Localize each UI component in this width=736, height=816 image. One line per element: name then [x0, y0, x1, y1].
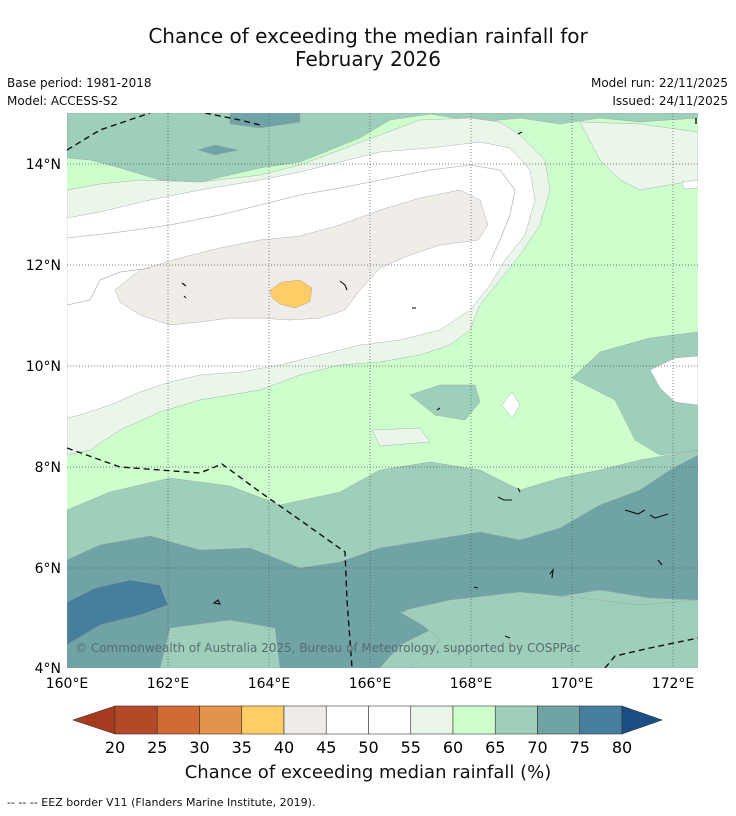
colorbar-tick-label: 50 — [358, 738, 378, 757]
region-70-75-north — [229, 113, 301, 129]
contour-lines — [67, 164, 516, 306]
region-40-45 — [114, 189, 489, 326]
colorbar-extend-high — [621, 705, 663, 735]
colorbar-segment — [283, 705, 327, 735]
colorbar-tick-label: 25 — [147, 738, 167, 757]
colorbar: 20 25 30 35 40 45 50 55 60 65 70 75 80 — [72, 705, 663, 757]
x-tick-160: 160°E — [46, 676, 89, 692]
region-45-55-east-pocket — [649, 355, 698, 406]
region-75-80 — [67, 579, 169, 646]
eez-border — [67, 113, 698, 668]
region-70-75 — [67, 454, 698, 668]
colorbar-tick-label: 80 — [612, 738, 632, 757]
model-name: Model: ACCESS-S2 — [7, 94, 119, 108]
y-tick-8: 8°N — [35, 460, 61, 476]
region-35-40 — [269, 279, 313, 309]
x-tick-164: 164°E — [248, 676, 291, 692]
model-run: Model run: 22/11/2025 — [590, 76, 728, 90]
colorbar-segment — [452, 705, 496, 735]
colorbar-segment — [156, 705, 200, 735]
region-55-60-east — [579, 121, 698, 191]
region-65-70-north — [67, 113, 698, 183]
colorbar-segment — [325, 705, 369, 735]
region-55-60-island — [371, 427, 431, 447]
region-65-70-mid — [409, 384, 481, 421]
colorbar-tick-label: 40 — [274, 738, 294, 757]
map-plot-area — [67, 113, 698, 668]
x-tick-168: 168°E — [450, 676, 493, 692]
colorbar-extend-low — [72, 705, 116, 735]
y-tick-6: 6°N — [35, 561, 61, 577]
islands — [181, 131, 669, 639]
colorbar-tick-label: 20 — [105, 738, 125, 757]
colorbar-segment — [579, 705, 623, 735]
colorbar-tick-label: 55 — [401, 738, 421, 757]
colorbar-segment — [368, 705, 412, 735]
colorbar-segment — [494, 705, 538, 735]
colorbar-tick-label: 45 — [316, 738, 336, 757]
region-45-55-east — [681, 179, 698, 190]
x-tick-166: 166°E — [349, 676, 392, 692]
map-credit: © Commonwealth of Australia 2025, Bureau… — [75, 641, 581, 655]
region-45-55-spot — [501, 391, 521, 419]
colorbar-segment — [537, 705, 581, 735]
colorbar-tick-label: 75 — [570, 738, 590, 757]
y-tick-14: 14°N — [26, 157, 61, 173]
colorbar-tick-label: 70 — [527, 738, 547, 757]
x-axis-labels: 160°E 162°E 164°E 166°E 168°E 170°E 172°… — [46, 676, 695, 692]
colorbar-segment — [241, 705, 285, 735]
colorbar-tick-label: 65 — [485, 738, 505, 757]
y-tick-12: 12°N — [26, 258, 61, 274]
issued-date: Issued: 24/11/2025 — [612, 94, 728, 108]
colorbar-title: Chance of exceeding median rainfall (%) — [184, 762, 552, 783]
colorbar-segment — [410, 705, 454, 735]
graticule — [67, 113, 698, 668]
y-tick-4: 4°N — [35, 661, 61, 677]
base-period: Base period: 1981-2018 — [7, 76, 152, 90]
eez-footnote: -- -- -- EEZ border V11 (Flanders Marine… — [7, 796, 316, 809]
region-65-70-southeast — [404, 591, 698, 668]
colorbar-tick-label: 30 — [189, 738, 209, 757]
colorbar-segment — [114, 705, 158, 735]
region-65-70-southwest — [159, 619, 281, 668]
x-tick-172: 172°E — [652, 676, 695, 692]
colorbar-tick-label: 35 — [232, 738, 252, 757]
region-70-75-spot — [197, 144, 239, 156]
y-axis-labels: 14°N 12°N 10°N 8°N 6°N 4°N — [26, 157, 61, 677]
title-line-1: Chance of exceeding the median rainfall … — [148, 24, 588, 48]
x-tick-170: 170°E — [551, 676, 594, 692]
colorbar-tick-label: 60 — [443, 738, 463, 757]
title-line-2: February 2026 — [295, 47, 441, 71]
colorbar-segment — [199, 705, 243, 735]
x-tick-162: 162°E — [147, 676, 190, 692]
y-tick-10: 10°N — [26, 359, 61, 375]
